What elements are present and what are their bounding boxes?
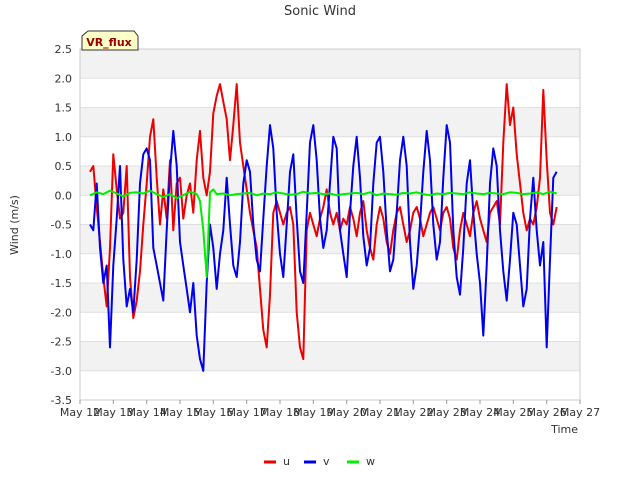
legend-label-u: u [283,455,290,468]
y-tick-label: -3.0 [51,365,72,378]
y-tick-label: -3.5 [51,394,72,407]
x-tick-label: May 17 [227,406,267,419]
site-badge: VR_flux [81,30,139,51]
x-tick-label: May 20 [327,406,367,419]
series-line-v [89,124,558,372]
legend-label-w: w [366,455,375,468]
x-tick-label: May 16 [193,406,233,419]
x-tick-label: May 12 [60,406,100,419]
x-tick-label: May 21 [360,406,400,419]
legend-label-v: v [323,455,330,468]
y-tick-label: 1.0 [55,131,73,144]
grid-band [80,49,580,79]
x-tick-label: May 23 [427,406,467,419]
x-tick-label: May 25 [493,406,533,419]
x-tick-label: May 14 [127,406,167,419]
series-line-w [89,188,557,279]
y-tick-label: -0.5 [51,219,72,232]
site-badge-label: VR_flux [86,36,132,49]
y-axis-label: Wind (m/s) [8,195,21,255]
x-tick-label: May 26 [527,406,567,419]
x-tick-label: May 19 [293,406,333,419]
y-tick-label: 2.5 [55,43,73,56]
grid-band [80,107,580,137]
y-tick-label: -2.5 [51,336,72,349]
x-tick-label: May 15 [160,406,200,419]
y-tick-label: -1.5 [51,277,72,290]
y-tick-label: 1.5 [55,102,73,115]
chart-title: Sonic Wind [284,4,356,19]
x-tick-label: May 18 [260,406,300,419]
legend: u v w [264,455,375,468]
x-tick-label: May 24 [460,406,500,419]
y-tick-label: -2.0 [51,306,72,319]
x-axis-label: Time [550,423,578,436]
grid-band [80,224,580,254]
x-tick-label: May 22 [393,406,433,419]
y-tick-label: -1.0 [51,248,72,261]
y-tick-label: 2.0 [55,72,73,85]
plot-frame [79,48,581,401]
y-tick-label: 0.0 [55,189,73,202]
x-tick-label: May 13 [93,406,133,419]
y-tick-label: 0.5 [55,160,73,173]
grid-band [80,341,580,371]
site-badge-shape [81,30,139,51]
x-tick-label: May 27 [560,406,600,419]
